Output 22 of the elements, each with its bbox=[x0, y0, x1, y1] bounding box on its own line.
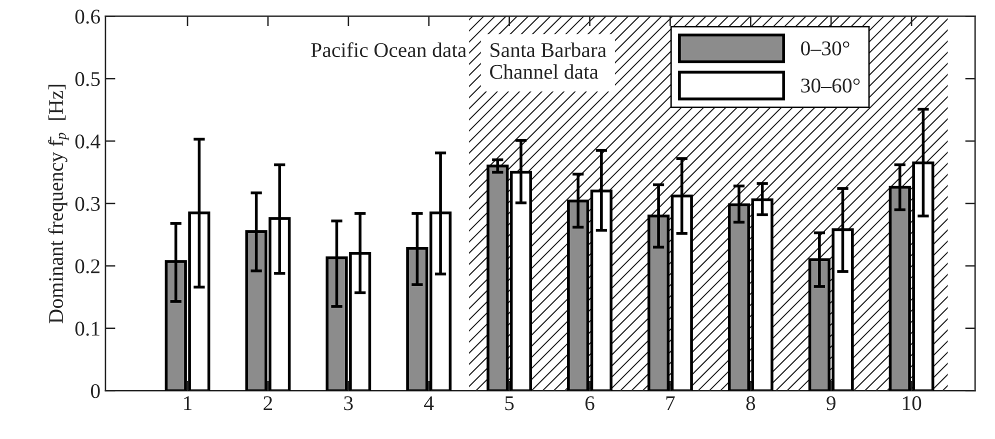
band-label: Santa Barbara Channel data bbox=[490, 42, 606, 79]
legend-label: 30–60° bbox=[801, 78, 860, 93]
y-tick-label: 0 bbox=[90, 384, 100, 398]
y-tick-label: 0.1 bbox=[75, 322, 100, 336]
x-tick-label: 8 bbox=[746, 396, 756, 410]
legend-label: 0–30° bbox=[801, 41, 850, 56]
x-tick-label: 7 bbox=[666, 396, 675, 410]
x-tick-label: 9 bbox=[826, 396, 836, 410]
x-tick-label: 2 bbox=[264, 396, 272, 410]
x-tick-label: 10 bbox=[902, 396, 922, 410]
x-tick-label: 4 bbox=[424, 396, 434, 410]
annotation: Pacific Ocean data bbox=[311, 42, 466, 58]
y-axis-title: Dominant frequency f̄$_{p}$ [Hz] bbox=[48, 84, 69, 324]
y-tick-label: 0.3 bbox=[75, 196, 100, 211]
x-tick-label: 3 bbox=[344, 396, 353, 410]
x-tick-label: 6 bbox=[585, 396, 594, 410]
y-tick-label: 0.2 bbox=[75, 259, 100, 274]
y-tick-label: 0.4 bbox=[75, 134, 100, 149]
x-tick-label: 1 bbox=[184, 396, 192, 410]
x-tick-label: 5 bbox=[505, 396, 514, 410]
y-tick-label: 0.6 bbox=[75, 10, 100, 24]
y-tick-label: 0.5 bbox=[75, 72, 100, 86]
